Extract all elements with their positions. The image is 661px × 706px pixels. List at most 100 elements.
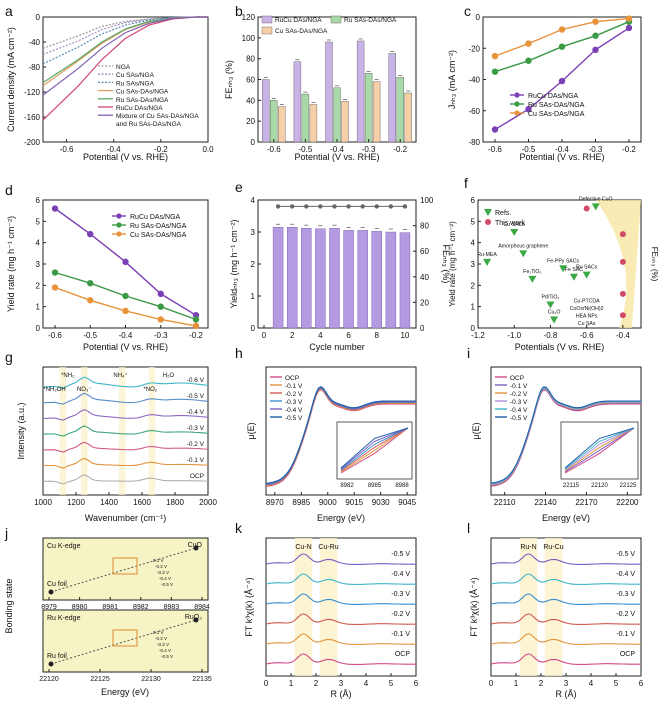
panel-letter-g: g xyxy=(5,349,13,365)
x-tick-label: -0.5 xyxy=(522,145,536,154)
panel-g-spectrum-line xyxy=(42,376,209,389)
panel-d-point xyxy=(192,322,200,330)
panel-f-ref-label: Pd/TiO₂ xyxy=(541,295,559,301)
panel-d-point xyxy=(122,258,129,266)
panel-letter-d: d xyxy=(5,182,13,198)
panel-a-legend-label: NGA xyxy=(116,64,131,71)
x-tick-label: 22135 xyxy=(192,676,212,683)
panel-c-y-label: Jₙₕ₃ (mA cm⁻²) xyxy=(447,50,457,109)
panel-f-legend-label: This work xyxy=(495,220,525,227)
panel-c-point xyxy=(592,32,599,39)
panel-h-legend-label: -0.3 V xyxy=(285,399,303,406)
panel-g-spectrum-line xyxy=(42,441,209,453)
panel-h-legend-label: OCP xyxy=(285,375,299,382)
x-tick-label: 9015 xyxy=(345,498,363,507)
x-tick-label: 4 xyxy=(364,679,369,688)
panel-d-legend-marker xyxy=(116,231,122,237)
panel-f-annotation: Cu-PTCDA xyxy=(574,298,600,304)
y-tick-label: 3 xyxy=(471,260,476,269)
panel-b-y-label: FEₙₕ₃ (%) xyxy=(224,60,234,99)
panel-f-ref-label: Fe-PPy SACs xyxy=(547,258,579,264)
panel-a-series-line xyxy=(42,16,208,65)
panel-b-bar xyxy=(270,100,278,143)
x-tick-label: -0.6 xyxy=(48,331,62,340)
x-tick-label: 22170 xyxy=(575,498,598,507)
x-tick-label: 8980 xyxy=(72,604,88,611)
panel-g-peak-label: H₂O xyxy=(163,373,175,379)
panel-k-series-label: -0.1 V xyxy=(391,631,410,638)
panel-h-legend-label: -0.5 V xyxy=(285,415,303,422)
panel-f-annotation: CoOx/Ni(OH)2 xyxy=(570,306,604,312)
x-tick-label: -0.4 xyxy=(119,331,133,340)
panel-a-frame xyxy=(42,16,209,143)
panel-letter-f: f xyxy=(464,175,468,191)
panel-i-inset-line xyxy=(564,427,635,471)
x-tick-label: -1.2 xyxy=(471,331,485,340)
x-tick-label: 22110 xyxy=(494,498,516,507)
panel-j-edge-label: Ru K-edge xyxy=(47,615,81,622)
x-tick-label: 8 xyxy=(375,331,380,340)
panel-j-edge-label: Cu K-edge xyxy=(47,543,81,550)
panel-d-point xyxy=(87,297,94,304)
panel-d-legend-label: Cu SAs-DAs/NGA xyxy=(130,232,187,239)
panel-k-x-label: R (Å) xyxy=(331,689,352,699)
panel-b-bar xyxy=(309,104,318,143)
x-tick-label: -0.4 xyxy=(107,145,121,154)
panel-i-inset-tick-label: 22125 xyxy=(620,483,637,489)
y-tick-label: 20 xyxy=(246,117,255,126)
panel-d-point xyxy=(122,307,129,315)
panel-k-y-label: FT k³χ(k) (Å⁻⁴) xyxy=(244,577,254,636)
x-tick-label: -0.6 xyxy=(488,145,502,154)
panel-g-series-label: -0.1 V xyxy=(187,457,205,464)
panel-l-spectrum-line xyxy=(490,593,641,605)
x-tick-label: 1200 xyxy=(67,498,85,507)
panel-c-point xyxy=(525,57,532,64)
panel-d-point xyxy=(157,290,164,298)
panel-j-point-label: -0.4 V xyxy=(159,576,171,581)
panel-k-spectrum-line xyxy=(265,633,416,645)
panel-f-x-label: Potentials (V vs. RHE) xyxy=(515,342,605,352)
y-tick-label: -160 xyxy=(24,113,41,122)
panel-f-this-work-point xyxy=(619,312,626,319)
panel-e-fe-point xyxy=(388,204,394,209)
panel-h-inset-tick-label: 8982 xyxy=(340,483,354,489)
panel-j-ref-point xyxy=(193,545,199,551)
panel-g-series-label: -0.6 V xyxy=(187,377,205,384)
panel-d-legend-label: Ru SAs-DAs/NGA xyxy=(130,223,187,230)
panel-h-inset-line xyxy=(340,427,409,473)
panel-a-y-label: Current density (mA cm⁻²) xyxy=(6,27,16,132)
y-tick-label: 3 xyxy=(36,260,41,269)
panel-g-series-label: -0.5 V xyxy=(187,393,205,400)
panel-h-y-label: μ(E) xyxy=(246,422,256,439)
y-tick-label: 2 xyxy=(251,260,256,269)
panel-c-x-label: Potential (V vs. RHE) xyxy=(519,152,604,162)
panel-e-bar xyxy=(301,227,312,329)
x-tick-label: 5 xyxy=(614,679,619,688)
x-tick-label: 9000 xyxy=(319,498,337,507)
panel-j-ref-label: Ru foil xyxy=(47,653,67,660)
panel-a-legend-label: Cu SAs/NGA xyxy=(116,72,155,79)
panel-c-point xyxy=(491,52,499,60)
y-tick-label: 100 xyxy=(420,196,434,205)
panel-d-legend-marker xyxy=(116,222,122,228)
panel-g-peak-label: NO₃⁻ xyxy=(77,387,92,393)
panel-l-series-label: -0.3 V xyxy=(616,591,635,598)
y-tick-label: 4 xyxy=(471,239,476,248)
panel-h-legend-label: -0.1 V xyxy=(285,383,303,390)
panel-g-peak-label: *NH₂ xyxy=(61,373,75,379)
panel-h-inset-tick-label: 8988 xyxy=(395,483,409,489)
panel-j-point-label: -0.5 V xyxy=(161,582,173,587)
panel-e-bar xyxy=(357,230,368,329)
panel-f-this-work-point xyxy=(619,290,626,297)
panel-d-point xyxy=(51,284,59,291)
panel-b-bar xyxy=(372,81,381,143)
panel-f-this-work-point xyxy=(583,205,590,212)
panel-l-bond-label: Ru-N xyxy=(520,544,536,551)
panel-g-peak-label: *NO₂ xyxy=(143,387,157,393)
y-tick-label: 100 xyxy=(242,34,256,43)
panel-c-point xyxy=(525,40,532,47)
x-tick-label: -0.6 xyxy=(60,145,74,154)
panel-f-ref-point xyxy=(591,203,600,211)
y-tick-label: 80 xyxy=(420,222,429,231)
y-tick-label: 2 xyxy=(471,281,476,290)
